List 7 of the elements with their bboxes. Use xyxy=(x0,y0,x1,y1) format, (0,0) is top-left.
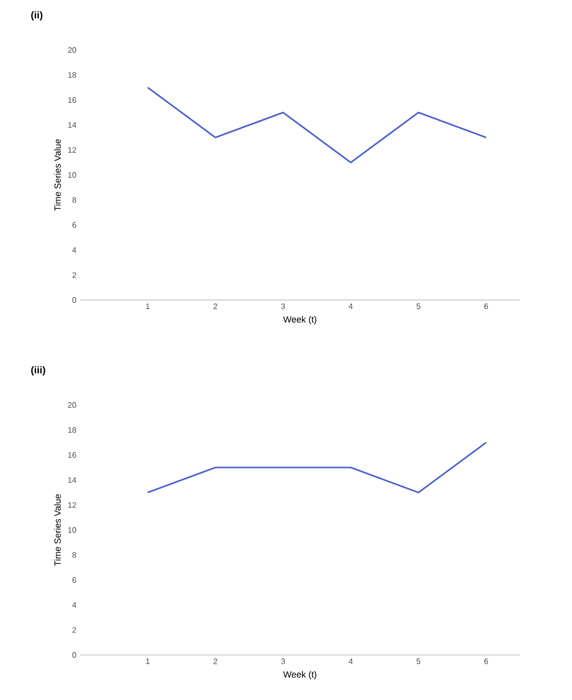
chart-title: (ii) xyxy=(31,11,42,20)
y-axis-title: Time Series Value xyxy=(54,139,61,211)
y-axis-title: Time Series Value xyxy=(54,494,61,566)
x-axis-title: Week (t) xyxy=(283,671,316,680)
line-series xyxy=(146,86,487,164)
chart-title: (iii) xyxy=(31,366,46,376)
x-axis-title: Week (t) xyxy=(283,316,316,324)
